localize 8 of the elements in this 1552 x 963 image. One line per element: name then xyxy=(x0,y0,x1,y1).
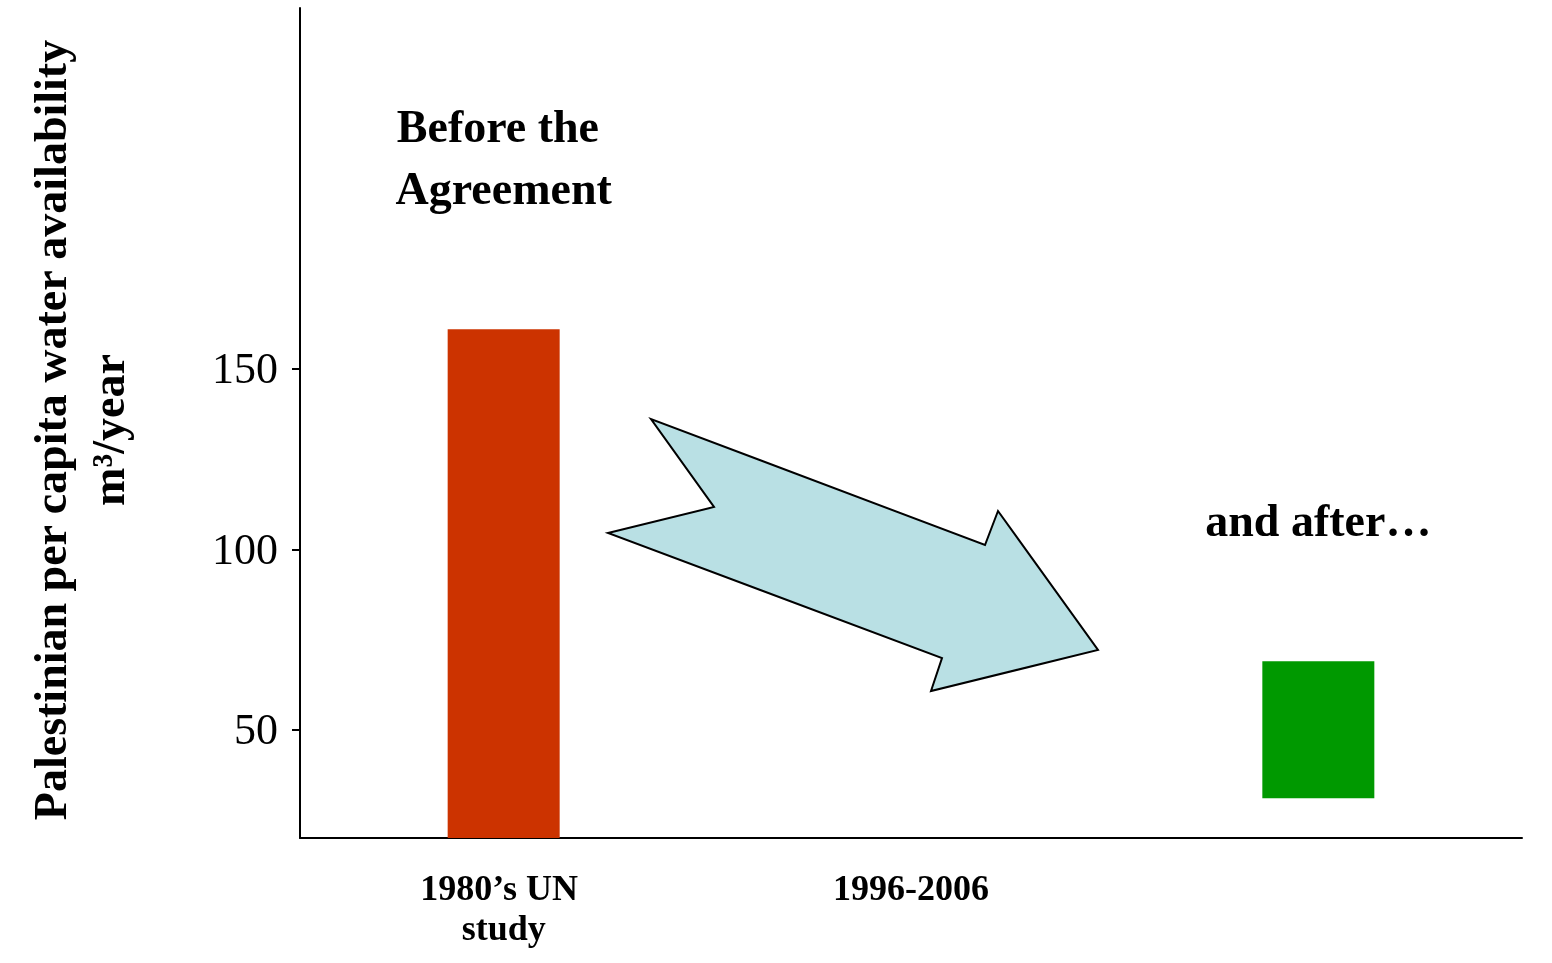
x-tick-label: 1996-2006 xyxy=(833,868,989,908)
y-axis-title: Palestinian per capita water availability m³/year xyxy=(24,38,135,823)
annotation: Before the Agreement xyxy=(395,100,613,214)
y-tick-label: 50 xyxy=(234,705,278,755)
y-tick-label: 150 xyxy=(212,344,278,394)
y-tick-label: 100 xyxy=(212,524,278,574)
x-tick-label: 1980’s UN study xyxy=(420,868,587,948)
annotation: and after… xyxy=(1205,494,1432,546)
